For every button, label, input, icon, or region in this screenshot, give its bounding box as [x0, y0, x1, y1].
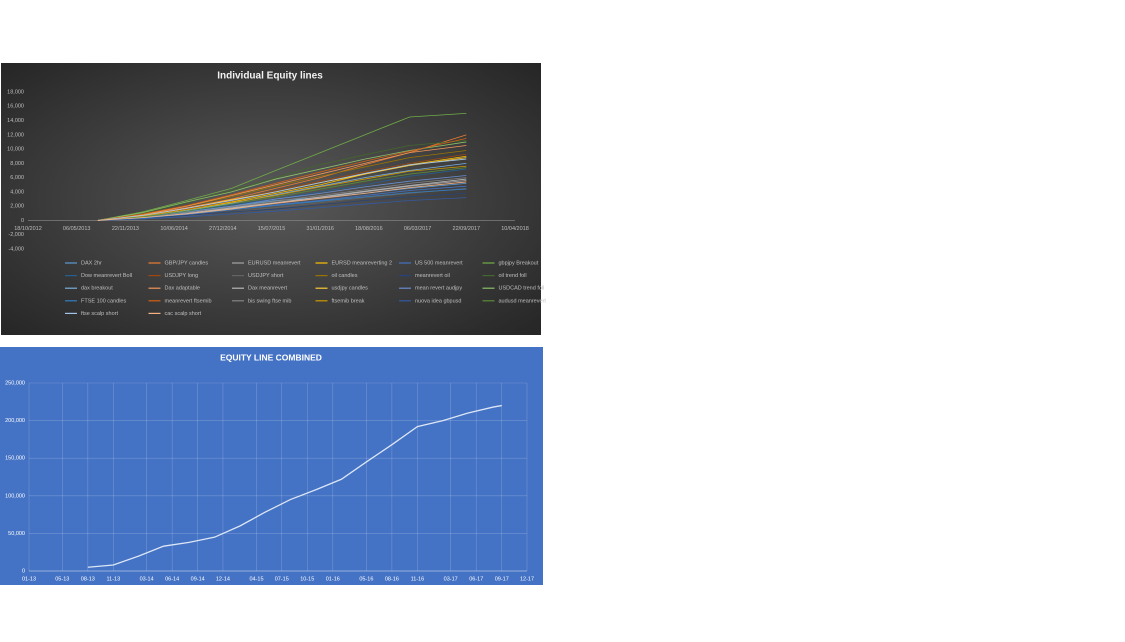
series-line: [97, 134, 467, 221]
y-tick-label: 150,000: [5, 456, 25, 462]
x-tick-label: 05-13: [55, 576, 69, 582]
series-line: [97, 197, 467, 221]
legend-label: USDCAD trend foll: [499, 286, 545, 292]
x-tick-label: 12-17: [520, 576, 534, 582]
y-tick-label: 2,000: [10, 204, 24, 210]
series-line: [97, 113, 467, 221]
y-tick-label: 16,000: [7, 104, 24, 110]
chart-background: [1, 63, 541, 335]
series-line: [97, 167, 467, 221]
y-tick-label: 10,000: [7, 147, 24, 153]
x-tick-label: 06/05/2013: [63, 226, 91, 232]
legend-label: meanrevert oil: [415, 273, 450, 279]
series-line: [97, 165, 467, 221]
legend-label: EURUSD meanrevert: [248, 260, 301, 266]
x-tick-label: 10-15: [300, 576, 314, 582]
legend-label: bis swing ftse mib: [248, 298, 291, 304]
x-tick-label: 27/12/2014: [209, 226, 237, 232]
x-tick-label: 18/08/2016: [355, 226, 383, 232]
legend-label: USDJPY long: [165, 273, 199, 279]
y-tick-label: 4,000: [10, 189, 24, 195]
y-tick-label: -4,000: [8, 246, 24, 252]
x-tick-label: 06-14: [165, 576, 179, 582]
x-tick-label: 22/11/2013: [112, 226, 139, 232]
legend-label: usdjpy candles: [332, 286, 369, 292]
legend-label: gbpjpy Breakout: [499, 260, 539, 266]
legend-label: ftse scalp short: [81, 311, 118, 317]
legend-label: EURSD meanreverting 2: [332, 260, 393, 266]
y-tick-label: 250,000: [5, 380, 25, 386]
x-tick-label: 03-14: [140, 576, 154, 582]
series-line: [97, 137, 467, 221]
series-line: [97, 177, 467, 221]
x-tick-label: 01-16: [326, 576, 340, 582]
y-tick-label: 6,000: [10, 175, 24, 181]
x-tick-label: 01-13: [22, 576, 36, 582]
y-tick-label: 12,000: [7, 132, 24, 138]
x-tick-label: 11-13: [107, 576, 121, 582]
x-tick-label: 06/03/2017: [404, 226, 432, 232]
legend-label: DAX 2hr: [81, 260, 102, 266]
chart-title: Individual Equity lines: [217, 71, 323, 82]
chart-background: [0, 347, 543, 585]
y-tick-label: 0: [21, 218, 24, 224]
x-tick-label: 18/10/2012: [14, 226, 42, 232]
legend-label: cac scalp short: [165, 311, 202, 317]
y-tick-label: 14,000: [7, 118, 24, 124]
series-line: [97, 140, 467, 221]
series-line: [87, 404, 502, 568]
series-line: [97, 192, 467, 221]
y-tick-label: 18,000: [7, 89, 24, 95]
x-tick-label: 03-17: [444, 576, 458, 582]
legend-label: Dow meanrevert Boll: [81, 273, 132, 279]
legend-label: oil candles: [332, 273, 358, 279]
y-tick-label: -2,000: [8, 232, 24, 238]
y-tick-label: 0: [22, 568, 25, 574]
x-tick-label: 10/06/2014: [160, 226, 188, 232]
legend-label: US 500 meanrevert: [415, 260, 463, 266]
legend-label: FTSE 100 candles: [81, 298, 126, 304]
series-line: [97, 181, 467, 221]
legend-label: meanrevert ftsemib: [165, 298, 212, 304]
x-tick-label: 10/04/2018: [501, 226, 529, 232]
legend-label: Dax meanrevert: [248, 286, 288, 292]
y-tick-label: 50,000: [8, 531, 25, 537]
series-line: [97, 188, 467, 221]
y-tick-label: 100,000: [5, 493, 25, 499]
x-tick-label: 22/09/2017: [453, 226, 481, 232]
x-tick-label: 31/01/2016: [306, 226, 334, 232]
series-line: [97, 158, 467, 221]
series-line: [97, 141, 467, 221]
legend-label: mean revert audjpy: [415, 286, 462, 292]
x-tick-label: 06-17: [469, 576, 483, 582]
legend-label: Dax adaptable: [165, 286, 200, 292]
legend-label: audusd meanrevert: [499, 298, 547, 304]
x-tick-label: 08-16: [385, 576, 399, 582]
legend-label: ftsemib break: [332, 298, 365, 304]
x-tick-label: 12-14: [216, 576, 230, 582]
legend-label: dax breakout: [81, 286, 113, 292]
x-tick-label: 09-14: [191, 576, 205, 582]
legend-label: GBP/JPY candles: [165, 260, 209, 266]
y-tick-label: 200,000: [5, 418, 25, 424]
series-line: [97, 145, 467, 221]
legend-label: nuova idea gbpusd: [415, 298, 461, 304]
x-tick-label: 05-16: [359, 576, 373, 582]
x-tick-label: 11-16: [411, 576, 425, 582]
x-tick-label: 09-17: [495, 576, 509, 582]
chart-title: EQUITY LINE COMBINED: [220, 352, 322, 362]
x-tick-label: 08-13: [81, 576, 95, 582]
x-tick-label: 07-15: [275, 576, 289, 582]
x-tick-label: 04-15: [249, 576, 263, 582]
y-tick-label: 8,000: [10, 161, 24, 167]
legend-label: USDJPY short: [248, 273, 284, 279]
x-tick-label: 15/07/2015: [258, 226, 286, 232]
legend-label: oil trend foll: [499, 273, 527, 279]
